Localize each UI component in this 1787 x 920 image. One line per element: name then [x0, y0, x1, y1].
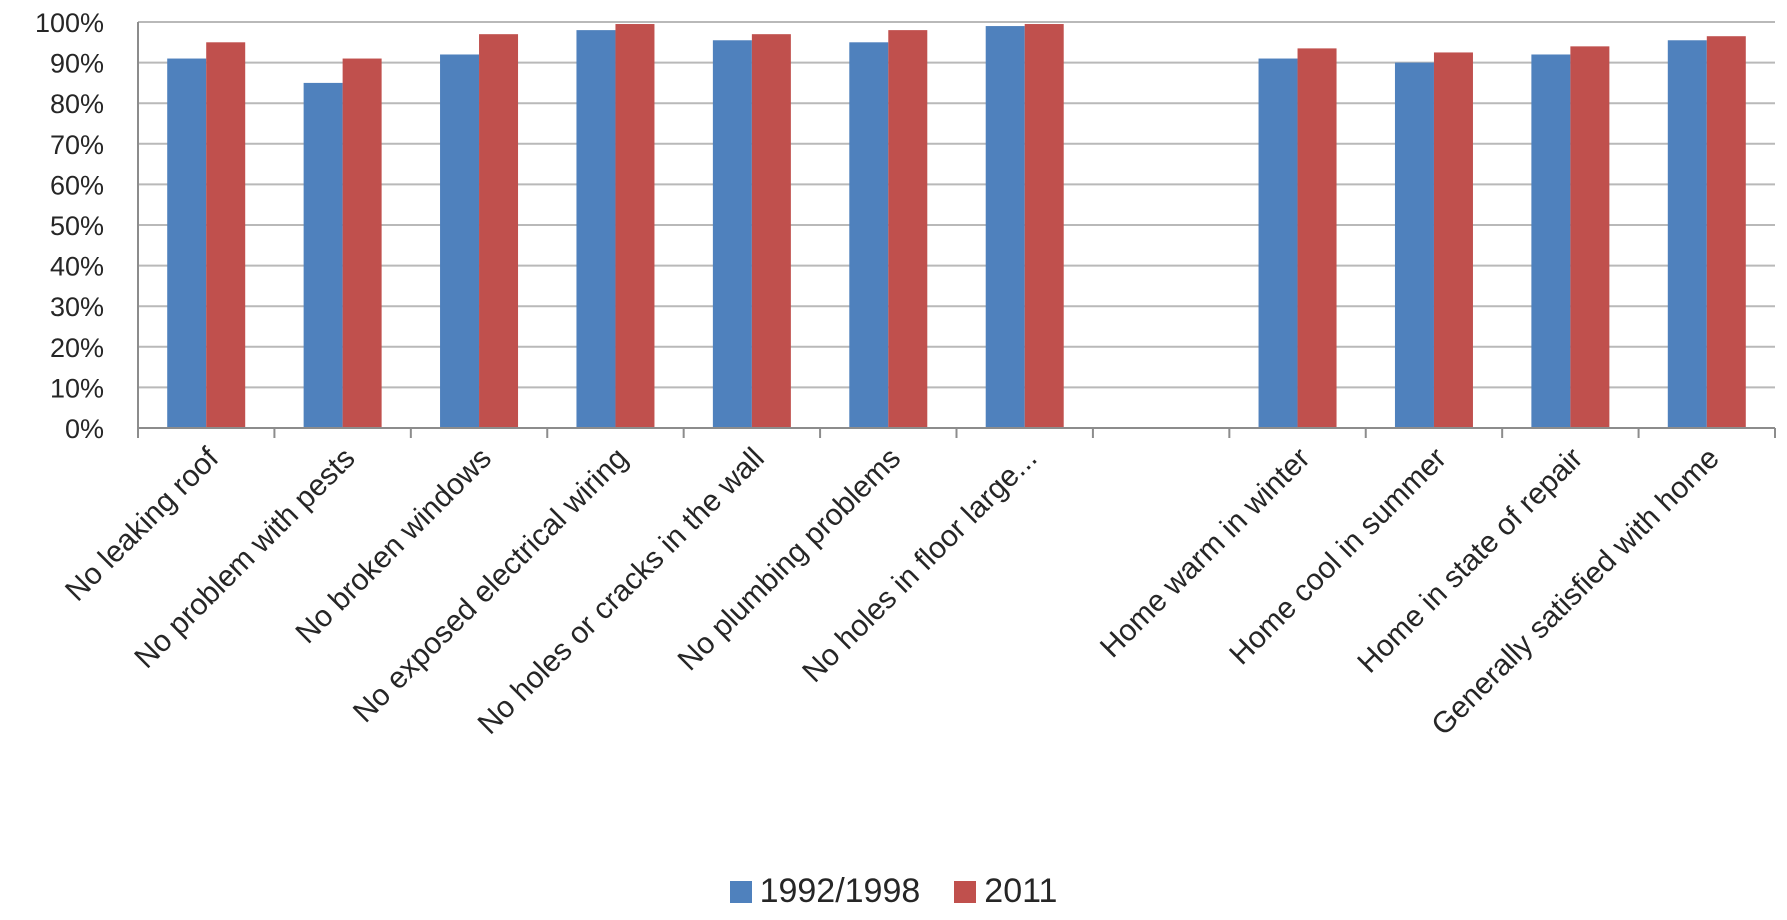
bar-series-2	[1706, 36, 1746, 429]
bar-series-2	[1570, 46, 1610, 429]
x-tick-label: Generally satisfied with home	[1425, 442, 1725, 742]
bar-series-1	[985, 26, 1025, 429]
bar-series-2	[1024, 24, 1064, 429]
y-tick-label: 0%	[65, 414, 104, 444]
bar-series-1	[712, 40, 752, 429]
bar-series-2	[206, 42, 246, 429]
y-tick-label: 80%	[50, 89, 104, 119]
legend-item-series-2: 2011	[954, 872, 1057, 911]
bar-series-2	[479, 34, 519, 429]
bar-series-1	[576, 30, 616, 429]
bar-series-2	[342, 58, 382, 428]
x-tick-label: No holes or cracks in the wall	[472, 442, 771, 741]
x-tick-label: No holes in floor large...	[796, 442, 1043, 689]
y-tick-label: 90%	[50, 49, 104, 79]
bar-series-2	[1433, 52, 1473, 428]
bar-series-2	[751, 34, 791, 429]
legend-label-series-2: 2011	[984, 872, 1058, 910]
x-tick-label: No exposed electrical wiring	[347, 442, 634, 729]
bar-series-1	[303, 82, 343, 429]
bar-series-1	[440, 54, 480, 428]
bar-series-1	[1394, 62, 1434, 428]
legend-item-series-1: 1992/1998	[729, 872, 921, 911]
x-tick-label: No plumbing problems	[672, 442, 908, 678]
y-tick-label: 20%	[50, 333, 104, 363]
y-tick-label: 10%	[50, 373, 104, 403]
bar-series-2	[615, 24, 655, 429]
bar-series-1	[849, 42, 889, 429]
y-tick-label: 60%	[50, 170, 104, 200]
x-tick-label: No problem with pests	[128, 442, 361, 675]
chart-legend: 1992/1998 2011	[0, 872, 1787, 911]
x-tick-label: Home in state of repair	[1351, 442, 1589, 680]
bar-series-1	[1531, 54, 1571, 428]
y-tick-label: 100%	[35, 8, 104, 38]
bar-series-2	[888, 30, 928, 429]
y-tick-label: 50%	[50, 211, 104, 241]
legend-swatch-series-2	[954, 880, 977, 903]
y-tick-label: 40%	[50, 252, 104, 282]
y-tick-label: 30%	[50, 292, 104, 322]
legend-label-series-1: 1992/1998	[759, 872, 921, 910]
bar-series-1	[1667, 40, 1707, 429]
bar-series-2	[1297, 48, 1337, 428]
legend-swatch-series-1	[729, 880, 752, 903]
bar-series-1	[1258, 58, 1298, 428]
y-tick-label: 70%	[50, 130, 104, 160]
bar-series-1	[167, 58, 207, 428]
